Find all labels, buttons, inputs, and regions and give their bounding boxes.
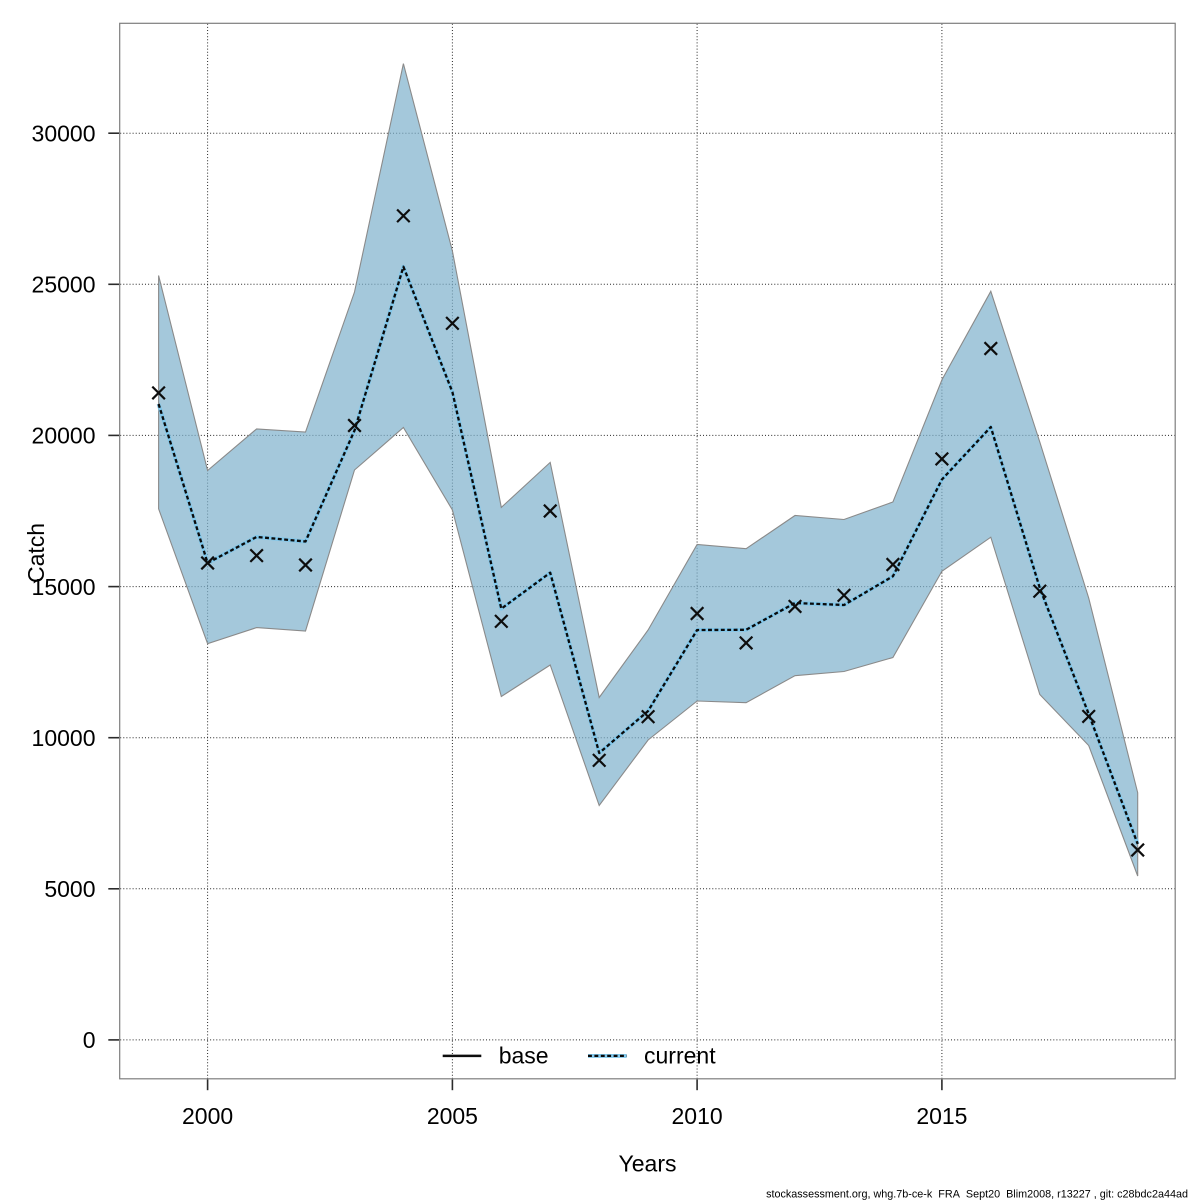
svg-text:Catch: Catch (23, 523, 49, 583)
svg-text:5000: 5000 (44, 876, 95, 902)
svg-text:0: 0 (83, 1027, 96, 1053)
svg-text:30000: 30000 (32, 121, 96, 147)
svg-text:Years: Years (619, 1151, 677, 1177)
svg-text:base: base (499, 1042, 549, 1068)
svg-text:20000: 20000 (32, 423, 96, 449)
svg-text:10000: 10000 (32, 725, 96, 751)
svg-text:current: current (644, 1042, 716, 1068)
svg-text:25000: 25000 (32, 272, 96, 298)
svg-text:stockassessment.org, whg.7b-ce: stockassessment.org, whg.7b-ce-k FRA Sep… (766, 1188, 1188, 1200)
svg-text:15000: 15000 (32, 574, 96, 600)
svg-text:2005: 2005 (427, 1103, 478, 1129)
svg-text:2000: 2000 (182, 1103, 233, 1129)
svg-text:2010: 2010 (672, 1103, 723, 1129)
svg-text:2015: 2015 (916, 1103, 967, 1129)
